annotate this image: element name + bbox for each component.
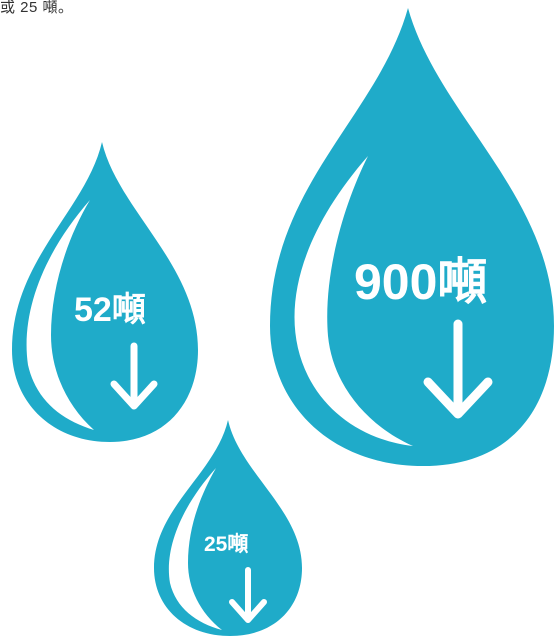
caption-text: 或 25 噸。 (0, 0, 74, 16)
water-drop-medium: 52噸 (6, 140, 202, 446)
water-drop-medium-shape (12, 142, 198, 442)
water-drop-small-shape (154, 420, 302, 636)
water-drop-large-shape (270, 8, 554, 466)
water-drop-small: 25噸 (150, 418, 306, 638)
down-arrow-icon (110, 342, 158, 410)
drop-label-52: 52噸 (74, 291, 146, 329)
drop-label-900: 900噸 (354, 254, 488, 310)
drop-label-25: 25噸 (204, 533, 249, 556)
water-drop-large: 900噸 (258, 6, 554, 470)
down-arrow-icon (423, 319, 493, 419)
down-arrow-icon (229, 567, 267, 623)
